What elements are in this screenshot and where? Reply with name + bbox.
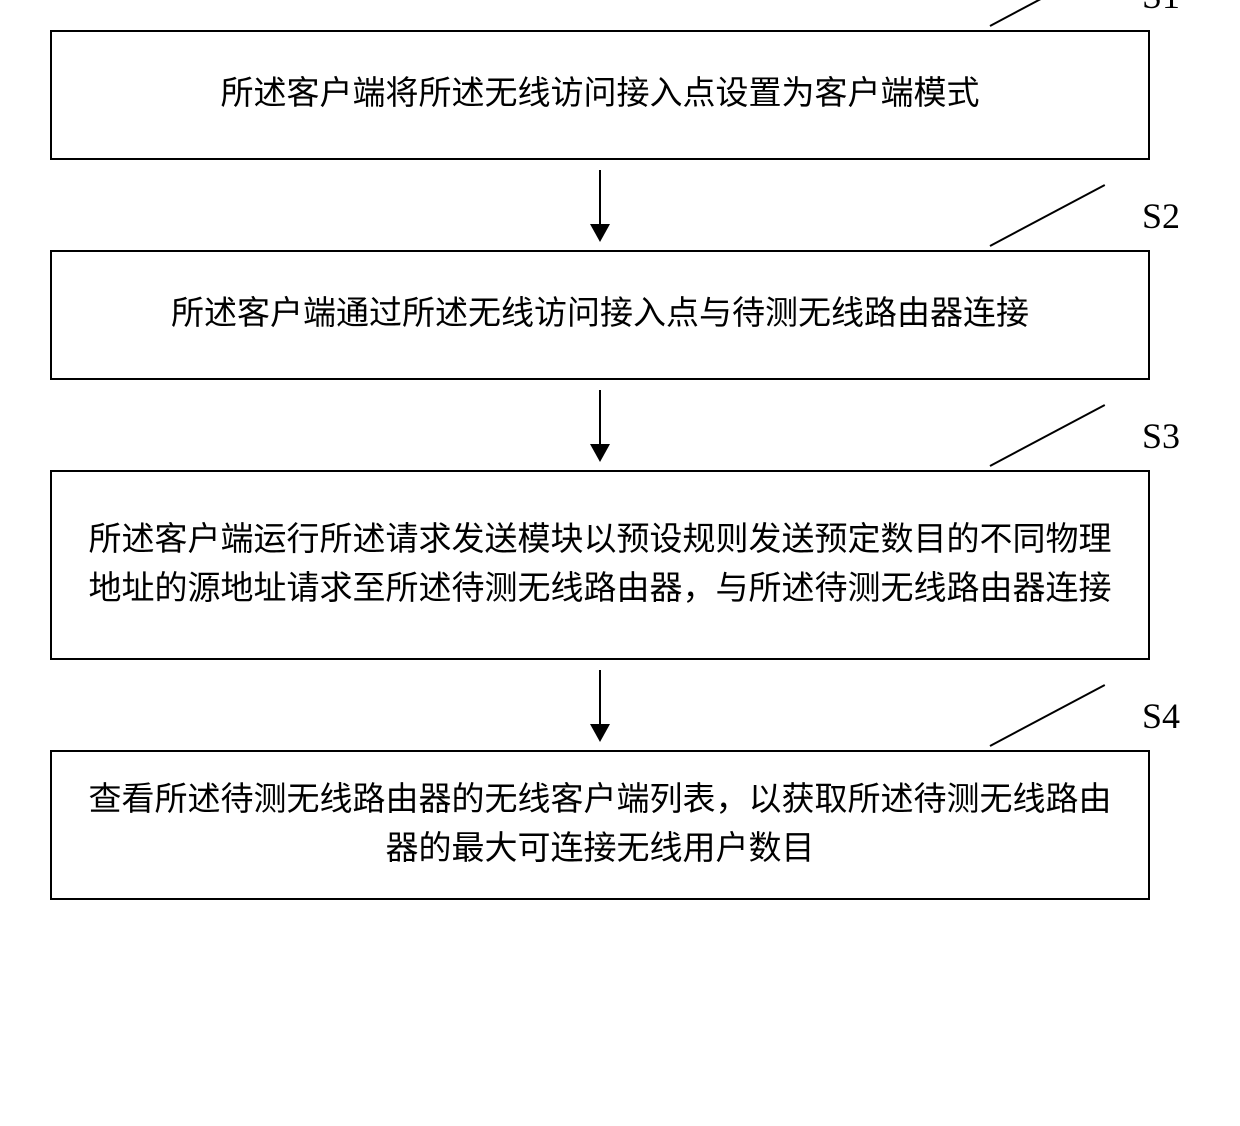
step-box-4: 查看所述待测无线路由器的无线客户端列表，以获取所述待测无线路由器的最大可连接无线… — [50, 750, 1150, 900]
step-wrapper-4: S4 查看所述待测无线路由器的无线客户端列表，以获取所述待测无线路由器的最大可连… — [50, 750, 1190, 900]
arrow-container-1 — [50, 160, 1150, 250]
step-label-3: S3 — [1142, 415, 1180, 457]
label-line-1 — [990, 0, 1106, 27]
flowchart-container: S1 所述客户端将所述无线访问接入点设置为客户端模式 S2 所述客户端通过所述无… — [50, 30, 1190, 900]
arrow-container-3 — [50, 660, 1150, 750]
step-text-1: 所述客户端将所述无线访问接入点设置为客户端模式 — [221, 70, 980, 120]
step-wrapper-3: S3 所述客户端运行所述请求发送模块以预设规则发送预定数目的不同物理地址的源地址… — [50, 470, 1190, 660]
step-box-3: 所述客户端运行所述请求发送模块以预设规则发送预定数目的不同物理地址的源地址请求至… — [50, 470, 1150, 660]
step-text-3: 所述客户端运行所述请求发送模块以预设规则发送预定数目的不同物理地址的源地址请求至… — [82, 516, 1118, 615]
step-text-4: 查看所述待测无线路由器的无线客户端列表，以获取所述待测无线路由器的最大可连接无线… — [82, 776, 1118, 875]
arrow-3 — [599, 670, 601, 740]
step-box-1: 所述客户端将所述无线访问接入点设置为客户端模式 — [50, 30, 1150, 160]
step-wrapper-1: S1 所述客户端将所述无线访问接入点设置为客户端模式 — [50, 30, 1190, 160]
step-box-2: 所述客户端通过所述无线访问接入点与待测无线路由器连接 — [50, 250, 1150, 380]
step-text-2: 所述客户端通过所述无线访问接入点与待测无线路由器连接 — [171, 290, 1029, 340]
step-wrapper-2: S2 所述客户端通过所述无线访问接入点与待测无线路由器连接 — [50, 250, 1190, 380]
arrow-container-2 — [50, 380, 1150, 470]
arrow-2 — [599, 390, 601, 460]
step-label-1: S1 — [1142, 0, 1180, 17]
step-label-2: S2 — [1142, 195, 1180, 237]
step-label-4: S4 — [1142, 695, 1180, 737]
arrow-1 — [599, 170, 601, 240]
